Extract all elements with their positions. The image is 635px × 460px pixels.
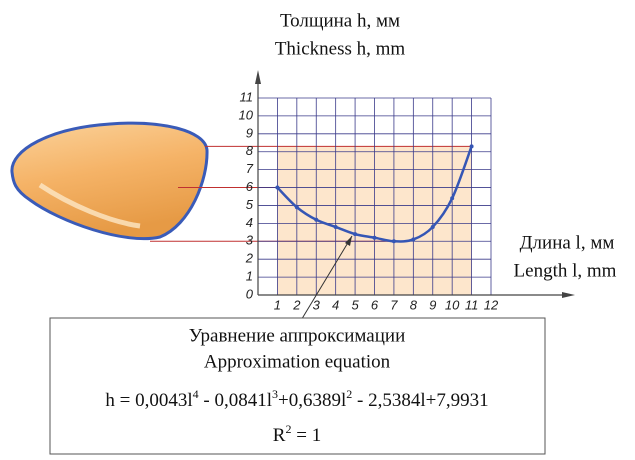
y-tick-label: 1 <box>246 269 253 284</box>
y-tick-label: 5 <box>246 197 254 212</box>
x-tick-label: 8 <box>410 297 418 312</box>
y-tick-label: 9 <box>246 125 253 140</box>
y-tick-label: 10 <box>239 107 254 122</box>
y-tick-label: 7 <box>246 161 254 176</box>
x-tick-label: 6 <box>371 297 379 312</box>
equation-title: Уравнение аппроксимации <box>189 325 406 346</box>
equation-part: = 1 <box>291 425 321 446</box>
equation-part: +0,6389l <box>278 390 346 411</box>
x-axis-label: Длина l, мм <box>520 232 615 253</box>
point <box>373 236 377 240</box>
y-axis-label: Толщина h, мм <box>280 10 400 31</box>
equation-part: h = 0,0043l <box>105 390 192 411</box>
point <box>275 186 279 190</box>
y-tick-label: 8 <box>246 143 254 158</box>
equation-title: Approximation equation <box>204 351 391 372</box>
equation: h = 0,0043l4 - 0,0841l3+0,6389l2 - 2,538… <box>105 387 488 412</box>
x-tick-label: 12 <box>484 297 499 312</box>
y-tick-label: 2 <box>245 251 254 266</box>
y-axis-arrow <box>255 70 261 84</box>
y-tick-label: 6 <box>246 179 254 194</box>
point <box>334 225 338 229</box>
x-tick-label: 2 <box>292 297 301 312</box>
point <box>411 237 415 241</box>
chart: 01234567891011123456789101112 Уравнение … <box>0 0 635 455</box>
x-tick-label: 11 <box>465 297 479 312</box>
y-tick-label: 0 <box>246 286 254 301</box>
equation-part: - 2,5384l+7,9931 <box>352 390 488 411</box>
point <box>392 239 396 243</box>
y-axis-label: Thickness h, mm <box>275 38 406 59</box>
r-squared: R2 = 1 <box>273 422 321 447</box>
x-tick-label: 7 <box>390 297 398 312</box>
point <box>450 196 454 200</box>
point <box>314 218 318 222</box>
x-axis-label: Length l, mm <box>514 260 617 281</box>
y-tick-label: 4 <box>246 215 253 230</box>
y-tick-label: 3 <box>246 233 254 248</box>
x-tick-label: 4 <box>332 297 339 312</box>
x-tick-label: 9 <box>429 297 436 312</box>
page: {"chart_data": {"type": "line", "y_label… <box>0 0 635 460</box>
x-tick-label: 10 <box>445 297 460 312</box>
point <box>470 144 474 148</box>
point <box>353 232 357 236</box>
x-axis-arrow <box>562 292 575 298</box>
equation-part: - 0,0841l <box>199 390 272 411</box>
x-tick-label: 5 <box>351 297 359 312</box>
point <box>295 205 299 209</box>
point <box>431 225 435 229</box>
y-tick-label: 11 <box>240 89 254 104</box>
equation-part: R <box>273 425 286 446</box>
x-tick-label: 1 <box>274 297 281 312</box>
